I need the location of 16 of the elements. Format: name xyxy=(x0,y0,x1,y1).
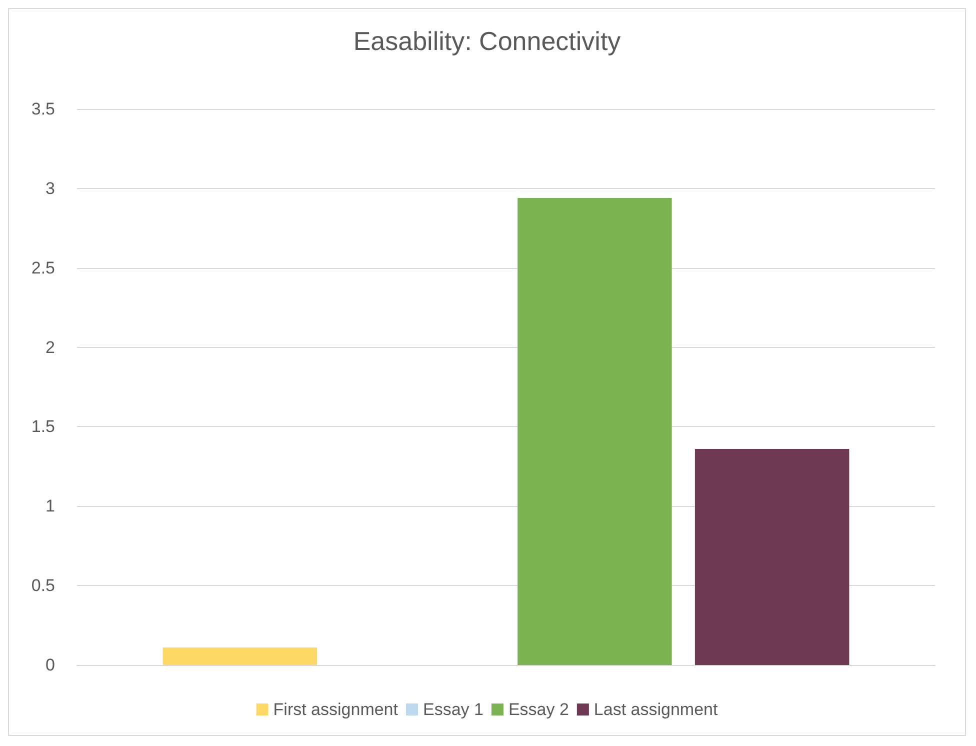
legend-label: Essay 2 xyxy=(508,700,569,719)
bar xyxy=(518,198,672,665)
y-tick-label: 3 xyxy=(46,178,55,198)
y-tick-label: 1.5 xyxy=(31,417,55,436)
legend-label: Essay 1 xyxy=(422,700,484,719)
y-tick-label: 2.5 xyxy=(31,258,55,278)
y-tick-label: 0 xyxy=(46,656,55,674)
y-tick-label: 3.5 xyxy=(31,100,55,118)
y-tick-label: 1 xyxy=(46,496,55,516)
bar xyxy=(694,448,850,665)
chart-title: Easability: Connectivity xyxy=(353,26,621,56)
bar xyxy=(162,648,318,665)
y-tick-label: 0.5 xyxy=(31,576,55,596)
y-tick-label: 2 xyxy=(46,338,55,357)
legend-label: Last assignment xyxy=(594,700,718,719)
legend-label: First assignment xyxy=(273,700,398,719)
